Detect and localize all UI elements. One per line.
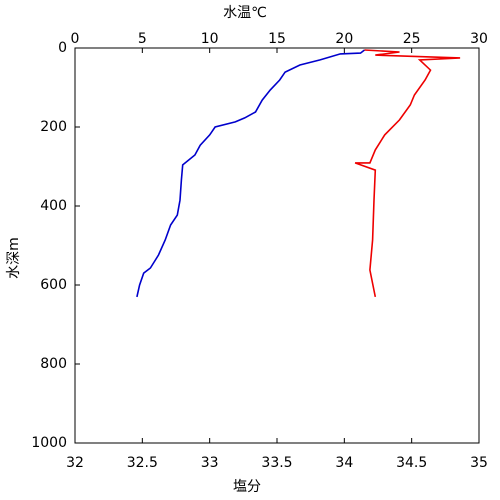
top-axis-title: 水温℃ — [223, 5, 267, 21]
x-tick-label: 34 — [335, 455, 353, 471]
x-tick-label: 32 — [66, 455, 84, 471]
y-tick-label: 600 — [40, 277, 67, 293]
y-axis-title: 水深m — [6, 237, 22, 279]
y-tick-label: 200 — [40, 119, 67, 135]
x-tick-label: 35 — [470, 455, 488, 471]
profile-line — [136, 49, 365, 298]
x2-tick-label: 5 — [138, 31, 147, 47]
x2-tick-label: 0 — [71, 31, 80, 47]
y-tick-label: 400 — [40, 198, 67, 214]
x2-tick-label: 30 — [470, 31, 488, 47]
x-tick-label: 32.5 — [127, 455, 158, 471]
x-tick-label: 34.5 — [396, 455, 427, 471]
x-tick-label: 33 — [201, 455, 219, 471]
y-tick-label: 1000 — [31, 435, 67, 451]
profile-line — [354, 49, 461, 298]
x2-tick-label: 15 — [268, 31, 286, 47]
x2-tick-label: 10 — [201, 31, 219, 47]
bottom-axis-title: 塩分 — [233, 479, 261, 495]
x2-tick-label: 25 — [403, 31, 421, 47]
plot-frame — [74, 47, 480, 444]
x2-tick-label: 20 — [335, 31, 353, 47]
x-tick-label: 33.5 — [261, 455, 292, 471]
y-tick-label: 800 — [40, 356, 67, 372]
y-tick-label: 0 — [58, 40, 67, 56]
